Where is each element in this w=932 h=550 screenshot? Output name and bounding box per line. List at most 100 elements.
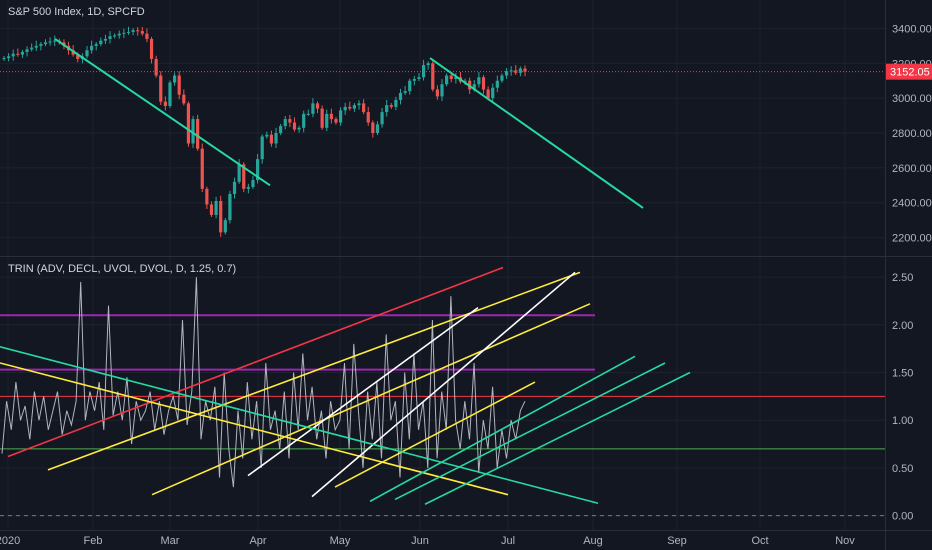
candle-body <box>90 45 94 51</box>
candle-body <box>113 35 117 37</box>
candle-body <box>417 77 421 79</box>
candle-body <box>385 105 389 113</box>
candle-body <box>292 122 297 130</box>
x-tick-label: Nov <box>835 535 855 547</box>
trin-trendline <box>311 271 576 498</box>
candle-body <box>30 47 34 50</box>
trin-trendline <box>47 271 581 471</box>
trin-tick-label: 1.00 <box>892 415 913 427</box>
x-tick-label: Jun <box>411 535 429 547</box>
candle-body <box>48 41 52 43</box>
candle-body <box>366 112 370 123</box>
candle-body <box>288 119 292 123</box>
candle-body <box>182 94 186 104</box>
trin-tick-label: 1.50 <box>892 368 913 380</box>
candle-body <box>398 92 403 100</box>
candle-body <box>255 159 260 181</box>
candle-body <box>454 77 458 79</box>
candle-body <box>242 164 246 189</box>
candle-body <box>214 200 218 215</box>
x-tick-label: May <box>330 535 351 547</box>
candle-body <box>196 119 200 149</box>
candle-body <box>371 122 375 134</box>
candle-body <box>25 49 29 52</box>
trin-tick-label: 2.50 <box>892 272 913 284</box>
candle-body <box>523 68 527 72</box>
candle-body <box>338 110 343 123</box>
candle-body <box>2 58 6 60</box>
candle-body <box>481 77 486 90</box>
candle-body <box>343 106 347 111</box>
price-tick-label: 2600.00 <box>892 163 932 175</box>
candle-body <box>334 119 338 123</box>
candle-body <box>186 103 191 144</box>
x-tick-label: Sep <box>667 535 687 547</box>
x-tick-label: Oct <box>751 535 768 547</box>
trin-tick-label: 2.00 <box>892 320 913 332</box>
trin-trendline <box>369 355 636 503</box>
candle-body <box>495 80 499 88</box>
candle-body <box>302 113 306 128</box>
candle-body <box>509 70 513 72</box>
candle-body <box>357 103 361 106</box>
trin-trendline <box>151 303 591 496</box>
candle-body <box>246 187 250 189</box>
candle-body <box>329 113 333 120</box>
trin-trendline <box>0 345 599 505</box>
candle-body <box>504 71 509 76</box>
candle-body <box>219 200 223 233</box>
candle-body <box>85 50 89 57</box>
candle-body <box>131 30 135 32</box>
trin-trendline <box>334 381 536 488</box>
candle-body <box>311 103 315 114</box>
candle-body <box>16 53 20 55</box>
candle-body <box>136 30 140 32</box>
candle-body <box>449 75 453 79</box>
price-pane <box>0 26 885 237</box>
candle-body <box>306 113 310 115</box>
candle-body <box>209 204 214 215</box>
candle-body <box>269 134 274 144</box>
candle-body <box>39 44 43 46</box>
candle-body <box>279 126 283 134</box>
price-tick-label: 3000.00 <box>892 93 932 105</box>
candle-body <box>232 181 237 195</box>
price-tick-label: 3400.00 <box>892 23 932 35</box>
axes: 2020 Feb Mar Apr May Jun Jul Aug Sep Oct Nov 2200.0… <box>0 23 932 547</box>
candle-body <box>380 112 384 125</box>
last-price-label: 3152.05 <box>890 67 930 79</box>
candle-body <box>445 75 449 85</box>
candle-body <box>103 38 108 41</box>
candle-body <box>477 77 481 85</box>
candle-body <box>394 99 398 107</box>
trin-trendline <box>424 371 691 505</box>
candle-body <box>315 103 320 109</box>
candle-body <box>200 148 204 189</box>
trin-tick-label: 0.00 <box>892 511 913 523</box>
trin-tick-label: 0.50 <box>892 463 913 475</box>
candle-body <box>472 84 476 90</box>
price-trendline <box>54 38 271 187</box>
candle-body <box>145 33 149 39</box>
candle-body <box>11 53 15 57</box>
price-tick-label: 2400.00 <box>892 198 932 210</box>
x-tick-label: Apr <box>249 535 266 547</box>
candle-body <box>237 164 241 182</box>
candle-body <box>440 84 444 97</box>
candle-body <box>412 78 416 81</box>
price-tick-label: 2800.00 <box>892 128 932 140</box>
candle-body <box>140 31 144 34</box>
candle-body <box>375 124 380 134</box>
candle-body <box>362 103 366 113</box>
candle-body <box>514 70 518 73</box>
x-tick-label: Feb <box>84 535 103 547</box>
candle-body <box>251 180 255 188</box>
candle-body <box>122 32 126 34</box>
x-tick-label: Mar <box>161 535 180 547</box>
candle-body <box>325 113 329 128</box>
candle-body <box>76 54 80 59</box>
x-tick-label: Jul <box>501 535 515 547</box>
candle-body <box>283 119 287 127</box>
candle-body <box>154 58 158 76</box>
